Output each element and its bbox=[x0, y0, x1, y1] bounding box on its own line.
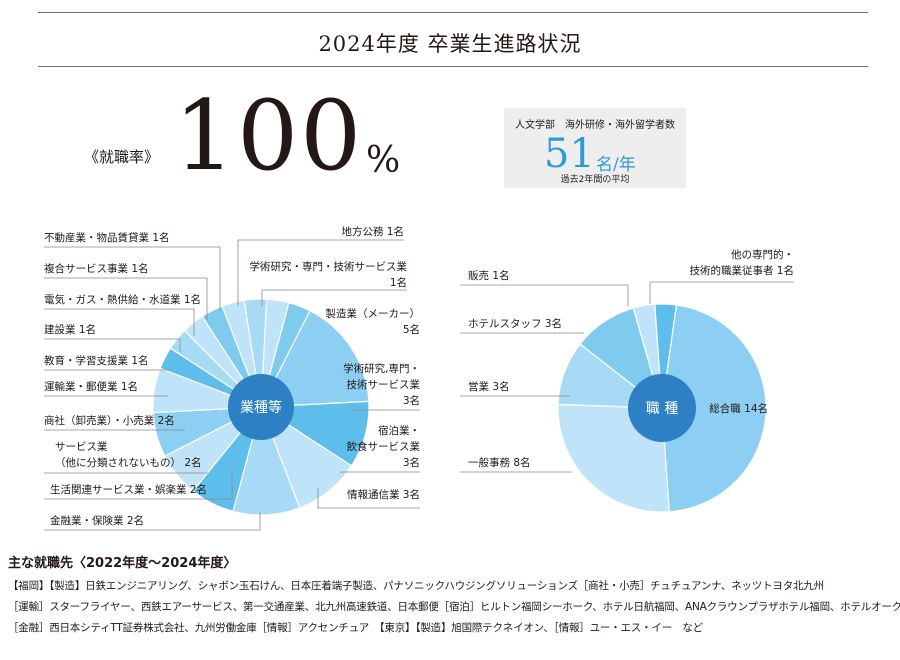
slice-label: 教育・学習支援業 1名 bbox=[44, 354, 149, 367]
slice-label-line: 技術サービス業 bbox=[347, 378, 421, 391]
slice-label-line: 3名 bbox=[403, 394, 420, 407]
slice-label: サービス業 （他に分類されないもの） 2名 bbox=[55, 440, 202, 469]
slice-label: 総合職 14名 bbox=[709, 402, 768, 415]
pie-slice bbox=[259, 309, 370, 408]
study-abroad-unit: 名/年 bbox=[596, 155, 636, 175]
leader-line bbox=[317, 488, 420, 509]
slice-label: 宿泊業・飲食サービス業 3名 bbox=[347, 424, 421, 469]
leader-line bbox=[237, 239, 404, 306]
page-title: 2024年度 卒業生進路状況 bbox=[318, 32, 582, 56]
leader-line bbox=[44, 470, 233, 500]
slice-label-line: 運輸業・郵便業 1名 bbox=[44, 380, 138, 393]
slice-label-line: 技術的職業従事者 1名 bbox=[689, 264, 794, 277]
employment-rate-unit: % bbox=[366, 140, 401, 181]
pie-center-label: 職 種 bbox=[646, 401, 678, 417]
slice-label-line: 一般事務 8名 bbox=[468, 456, 531, 469]
slice-label-line: 5名 bbox=[403, 323, 420, 336]
slice-label: 運輸業・郵便業 1名 bbox=[44, 380, 138, 393]
slice-label: 製造業（メーカー） 5名 bbox=[326, 307, 421, 336]
study-abroad-box: 人文学部 海外研修・海外留学者数 51 名/年 過去2年間の平均 bbox=[504, 108, 686, 188]
slice-label-line: 宿泊業・ bbox=[378, 424, 420, 437]
slice-label-line: 学術研究,専門・ bbox=[343, 362, 420, 375]
slice-label: 不動産業・物品賃貸業 1名 bbox=[44, 231, 170, 244]
leader-line bbox=[460, 284, 629, 306]
slice-label-line: 学術研究・専門・技術サービス業 bbox=[250, 260, 408, 273]
footer-line: ［金融］西日本シティTT証券株式会社、九州労働金庫［情報］アクセンチュア 【東京… bbox=[8, 622, 703, 634]
employment-rate-label: 《就職率》 bbox=[84, 148, 160, 166]
slice-label: 販売 1名 bbox=[468, 269, 510, 282]
pie-center-label: 業種等 bbox=[240, 399, 282, 416]
leader-line bbox=[44, 277, 208, 320]
slice-label-line: 金融業・保険業 2名 bbox=[50, 514, 144, 527]
slice-label-line: 総合職 14名 bbox=[709, 402, 768, 415]
leader-line bbox=[44, 338, 181, 352]
study-abroad-note: 過去2年間の平均 bbox=[560, 175, 630, 185]
slice-label: 商社（卸売業）・小売業 2名 bbox=[44, 414, 175, 427]
leader-line bbox=[44, 512, 261, 531]
slice-label-line: 製造業（メーカー） bbox=[326, 307, 421, 320]
slice-label-line: 販売 1名 bbox=[468, 269, 510, 282]
slice-label-line: 営業 3名 bbox=[468, 380, 510, 393]
pie-center bbox=[628, 374, 696, 442]
slice-label: 一般事務 8名 bbox=[468, 456, 531, 469]
slice-label-line: ホテルスタッフ 3名 bbox=[468, 317, 562, 330]
leader-line bbox=[44, 308, 195, 336]
slice-label-line: 飲食サービス業 bbox=[347, 440, 421, 453]
leader-line bbox=[649, 281, 794, 304]
top-rule bbox=[38, 12, 868, 13]
slice-label-line: 地方公務 1名 bbox=[341, 225, 404, 238]
slice-label: 生活関連サービス業・娯楽業 2名 bbox=[50, 483, 207, 496]
title-rule bbox=[38, 66, 868, 67]
leader-line bbox=[261, 289, 407, 306]
slice-label-line: 複合サービス事業 1名 bbox=[44, 262, 149, 275]
slice-label-line: 情報通信業 3名 bbox=[347, 488, 420, 501]
footer-heading: 主な就職先〈2022年度〜2024年度〉 bbox=[8, 556, 237, 571]
slice-label-line: 3名 bbox=[403, 456, 420, 469]
slice-label-line: 電気・ガス・熱供給・水道業 1名 bbox=[44, 293, 201, 306]
study-abroad-title: 人文学部 海外研修・海外留学者数 bbox=[515, 120, 675, 131]
slice-label-line: 教育・学習支援業 1名 bbox=[44, 354, 149, 367]
slice-label: 他の専門的・技術的職業従事者 1名 bbox=[689, 248, 794, 277]
slice-label: 学術研究・専門・技術サービス業 1名 bbox=[250, 260, 408, 289]
slice-label: 複合サービス事業 1名 bbox=[44, 262, 149, 275]
slice-label-line: 商社（卸売業）・小売業 2名 bbox=[44, 414, 175, 427]
footer-line: 【福岡】【製造】日鉄エンジニアリング、シャボン玉石けん、日本圧着端子製造、パナソ… bbox=[8, 580, 824, 592]
slice-label-line: （他に分類されないもの） 2名 bbox=[55, 456, 202, 469]
slice-label-line: 他の専門的・ bbox=[731, 248, 794, 261]
leader-line bbox=[44, 246, 221, 311]
slice-label-line: 不動産業・物品賃貸業 1名 bbox=[44, 231, 170, 244]
slice-label: ホテルスタッフ 3名 bbox=[468, 317, 562, 330]
slice-label: 電気・ガス・熱供給・水道業 1名 bbox=[44, 293, 201, 306]
employment-rate-value: 100 bbox=[174, 80, 364, 192]
pie-center bbox=[228, 374, 294, 440]
slice-label: 情報通信業 3名 bbox=[347, 488, 420, 501]
footer-line: ［運輸］スターフライヤー、西鉄エアーサービス、第一交通産業、北九州高速鉄道、日本… bbox=[8, 601, 900, 613]
slice-label-line: サービス業 bbox=[55, 440, 108, 453]
slice-label: 営業 3名 bbox=[468, 380, 510, 393]
slice-label-line: 1名 bbox=[390, 276, 407, 289]
pie-slice bbox=[661, 304, 767, 513]
slice-label: 学術研究,専門・技術サービス業 3名 bbox=[343, 362, 420, 407]
slice-label-line: 建設業 1名 bbox=[44, 323, 96, 336]
slice-label: 地方公務 1名 bbox=[341, 225, 404, 238]
slice-label: 金融業・保険業 2名 bbox=[50, 514, 144, 527]
slice-label-line: 生活関連サービス業・娯楽業 2名 bbox=[50, 483, 207, 496]
study-abroad-value: 51 bbox=[544, 131, 595, 177]
slice-label: 建設業 1名 bbox=[44, 323, 96, 336]
